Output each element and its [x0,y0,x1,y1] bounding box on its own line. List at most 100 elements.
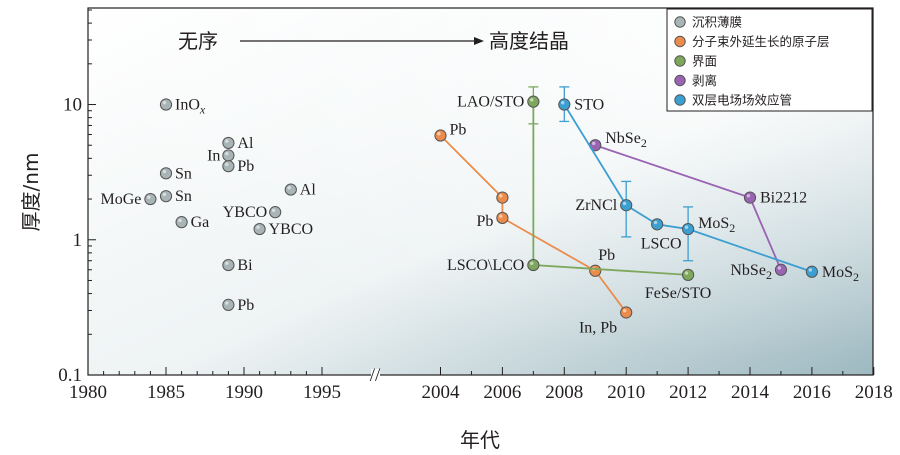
point-label: NbSe2 [730,262,772,282]
axes: 0.1 1 10 1980 1985 1990 1995 2004 2006 2008 2010 20… [19,9,893,452]
data-point-highlight [777,266,782,270]
point-label: LAO/STO [457,94,524,111]
data-point-highlight [653,220,658,225]
data-point [527,258,540,272]
data-point [144,192,157,206]
point-label: InOx [175,97,206,117]
data-point-highlight [225,261,229,265]
band-left-label: 无序 [178,29,218,53]
data-point [253,222,266,236]
x-tick-label: 2010 [607,382,645,403]
data-point-highlight [225,162,229,167]
data-point [774,263,788,276]
legend-item: 双层电场场效应管 [674,93,792,108]
legend-label: 沉积薄膜 [692,15,742,30]
point-label: MoGe [101,191,142,208]
point-label: MoS2 [822,264,859,284]
x-tick-label: 2008 [545,382,583,403]
band-arrow-head [474,37,484,45]
data-point-highlight [684,225,689,229]
data-point-highlight [499,194,503,198]
point-label: Sn [175,188,192,205]
x-tick-label: 2012 [669,382,707,403]
point-label: FeSe/STO [645,285,711,302]
point-label: Sn [175,165,192,182]
data-point-highlight [746,194,751,198]
legend-item: 剥离 [674,73,717,88]
data-point-highlight [162,101,167,105]
data-point-highlight [147,195,151,199]
data-point-highlight [178,218,182,223]
y-tick-label: 1 [73,230,83,251]
order-band: 无序 高度结晶 [178,29,569,53]
data-point-highlight [437,132,441,136]
data-point [222,258,235,272]
point-label: In, Pb [579,319,617,336]
data-point [496,211,509,225]
series-4: STO ZrNCl LSCO MoS2 MoS2 [558,86,859,284]
x-axis-title: 年代 [460,428,500,452]
point-label: Bi2212 [760,190,807,207]
data-point [222,160,235,173]
plot-frame [87,7,874,376]
data-point-highlight [530,98,534,102]
legend-item: 界面 [674,54,717,69]
x-tick-label: 1985 [147,382,185,403]
series-1: Pb Pb Pb In, Pb [434,122,633,336]
legend-swatch [674,74,686,87]
legend-box [666,8,873,112]
data-point [222,136,235,150]
point-label: Pb [450,122,467,139]
data-point-highlight [162,169,167,174]
point-label: YBCO [223,204,267,221]
data-point [496,191,509,204]
legend-item: 分子束外延生长的原子层 [674,34,830,49]
x-tick-label: 2014 [731,382,770,403]
data-point [269,206,282,219]
x-tick-label: 2016 [793,382,831,403]
point-label: LSCO [641,235,682,252]
legend-label: 剥离 [692,73,717,88]
point-label: MoS2 [698,215,735,235]
legend-swatch [674,35,686,48]
data-point [159,98,173,111]
point-label: Bi [237,257,253,274]
point-label: Pb [237,297,254,314]
data-point [175,216,188,229]
point-label: Pb [237,158,254,175]
y-tick-label: 10 [63,95,82,116]
x-tick-label: 1995 [303,382,341,403]
data-point-highlight [499,214,503,218]
point-label: Pb [598,247,615,264]
point-label: YBCO [269,221,313,238]
data-point-highlight [287,186,291,190]
x-tick-label: 2018 [855,382,893,403]
point-label: ZrNCl [575,197,617,214]
y-axis-title: 厚度/nm [19,153,43,232]
data-point [682,268,695,281]
y-tick-label: 0.1 [58,365,82,386]
data-marks: InOxAlInPbSnSnMoGeAlYBCOYBCOGaBiPbPbPbPb… [101,86,859,336]
data-point [434,129,447,142]
data-point-highlight [225,151,229,156]
x-tick-label: 1980 [69,382,107,403]
point-label: STO [574,97,604,114]
data-point [682,222,695,236]
data-point-highlight [162,192,167,197]
point-label: Al [300,182,317,199]
data-point-highlight [271,208,276,213]
band-right-label: 高度结晶 [489,29,569,53]
data-point [589,264,602,277]
series-2: LAO/STO LSCO\LCO FeSe/STO [447,86,711,302]
point-label: Ga [191,214,210,231]
data-point [222,298,235,311]
data-point [159,190,173,203]
point-label: Al [237,135,254,152]
axis-break-gap [371,369,380,381]
legend-label: 界面 [692,54,717,69]
data-point-highlight [530,261,534,265]
data-point [284,183,297,196]
point-label: In [207,147,220,164]
